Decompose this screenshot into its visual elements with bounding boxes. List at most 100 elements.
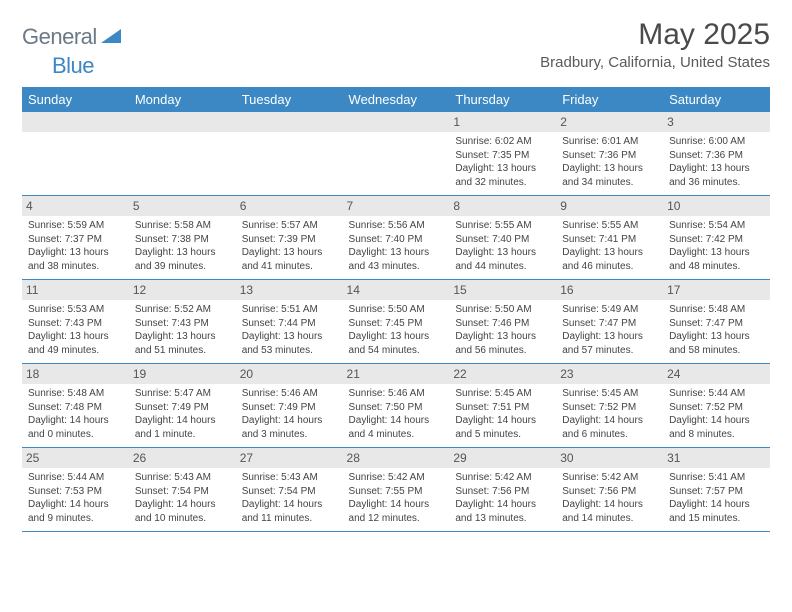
daylight-line1: Daylight: 14 hours [135, 414, 230, 428]
calendar-day-cell: 11Sunrise: 5:53 AMSunset: 7:43 PMDayligh… [22, 280, 129, 364]
sunset-text: Sunset: 7:45 PM [349, 317, 444, 331]
day-number: 16 [556, 280, 663, 300]
daylight-line1: Daylight: 13 hours [455, 330, 550, 344]
daylight-line1: Daylight: 13 hours [349, 246, 444, 260]
calendar-page: General May 2025 Bradbury, California, U… [0, 0, 792, 542]
sunrise-text: Sunrise: 5:58 AM [135, 219, 230, 233]
sunrise-text: Sunrise: 5:44 AM [669, 387, 764, 401]
sunrise-text: Sunrise: 5:50 AM [455, 303, 550, 317]
calendar-week-row: 25Sunrise: 5:44 AMSunset: 7:53 PMDayligh… [22, 448, 770, 532]
sunset-text: Sunset: 7:47 PM [562, 317, 657, 331]
sunrise-text: Sunrise: 5:44 AM [28, 471, 123, 485]
sunrise-text: Sunrise: 5:50 AM [349, 303, 444, 317]
daylight-line2: and 56 minutes. [455, 344, 550, 358]
day-number [343, 112, 450, 132]
day-info: Sunrise: 5:51 AMSunset: 7:44 PMDaylight:… [242, 303, 337, 357]
day-number: 20 [236, 364, 343, 384]
sunset-text: Sunset: 7:53 PM [28, 485, 123, 499]
sunrise-text: Sunrise: 5:43 AM [242, 471, 337, 485]
sunrise-text: Sunrise: 6:02 AM [455, 135, 550, 149]
daylight-line2: and 58 minutes. [669, 344, 764, 358]
day-info: Sunrise: 5:50 AMSunset: 7:45 PMDaylight:… [349, 303, 444, 357]
daylight-line2: and 5 minutes. [455, 428, 550, 442]
day-info: Sunrise: 5:48 AMSunset: 7:48 PMDaylight:… [28, 387, 123, 441]
sunset-text: Sunset: 7:54 PM [242, 485, 337, 499]
dow-thursday: Thursday [449, 87, 556, 112]
sunrise-text: Sunrise: 5:57 AM [242, 219, 337, 233]
daylight-line2: and 43 minutes. [349, 260, 444, 274]
day-number: 28 [343, 448, 450, 468]
dow-friday: Friday [556, 87, 663, 112]
daylight-line1: Daylight: 14 hours [455, 414, 550, 428]
daylight-line2: and 41 minutes. [242, 260, 337, 274]
day-number: 27 [236, 448, 343, 468]
calendar-day-cell: 1Sunrise: 6:02 AMSunset: 7:35 PMDaylight… [449, 112, 556, 196]
sunset-text: Sunset: 7:44 PM [242, 317, 337, 331]
day-info: Sunrise: 5:59 AMSunset: 7:37 PMDaylight:… [28, 219, 123, 273]
day-number: 13 [236, 280, 343, 300]
day-info: Sunrise: 5:42 AMSunset: 7:56 PMDaylight:… [562, 471, 657, 525]
sunrise-text: Sunrise: 5:46 AM [349, 387, 444, 401]
day-number [129, 112, 236, 132]
sunrise-text: Sunrise: 5:48 AM [28, 387, 123, 401]
sunrise-text: Sunrise: 5:53 AM [28, 303, 123, 317]
sunrise-text: Sunrise: 5:51 AM [242, 303, 337, 317]
day-number: 17 [663, 280, 770, 300]
sunset-text: Sunset: 7:46 PM [455, 317, 550, 331]
calendar-day-cell: 14Sunrise: 5:50 AMSunset: 7:45 PMDayligh… [343, 280, 450, 364]
daylight-line2: and 11 minutes. [242, 512, 337, 526]
calendar-table: Sunday Monday Tuesday Wednesday Thursday… [22, 87, 770, 532]
dow-monday: Monday [129, 87, 236, 112]
daylight-line2: and 12 minutes. [349, 512, 444, 526]
day-info: Sunrise: 5:43 AMSunset: 7:54 PMDaylight:… [135, 471, 230, 525]
daylight-line1: Daylight: 14 hours [242, 498, 337, 512]
sunset-text: Sunset: 7:39 PM [242, 233, 337, 247]
sunset-text: Sunset: 7:54 PM [135, 485, 230, 499]
daylight-line2: and 38 minutes. [28, 260, 123, 274]
daylight-line2: and 49 minutes. [28, 344, 123, 358]
day-number: 31 [663, 448, 770, 468]
sunset-text: Sunset: 7:52 PM [669, 401, 764, 415]
day-number: 8 [449, 196, 556, 216]
day-info: Sunrise: 5:57 AMSunset: 7:39 PMDaylight:… [242, 219, 337, 273]
daylight-line1: Daylight: 13 hours [242, 330, 337, 344]
day-number: 1 [449, 112, 556, 132]
calendar-day-cell: 8 Sunrise: 5:55 AMSunset: 7:40 PMDaylight… [449, 196, 556, 280]
day-number: 18 [22, 364, 129, 384]
sunset-text: Sunset: 7:55 PM [349, 485, 444, 499]
calendar-day-cell: 18 Sunrise: 5:48 AMSunset: 7:48 PMDayligh… [22, 364, 129, 448]
day-number: 11 [22, 280, 129, 300]
daylight-line2: and 53 minutes. [242, 344, 337, 358]
day-info: Sunrise: 5:45 AMSunset: 7:52 PMDaylight:… [562, 387, 657, 441]
day-number: 19 [129, 364, 236, 384]
daylight-line2: and 13 minutes. [455, 512, 550, 526]
day-info: Sunrise: 5:56 AMSunset: 7:40 PMDaylight:… [349, 219, 444, 273]
calendar-day-cell: 25Sunrise: 5:44 AMSunset: 7:53 PMDayligh… [22, 448, 129, 532]
daylight-line2: and 46 minutes. [562, 260, 657, 274]
calendar-week-row: 4Sunrise: 5:59 AMSunset: 7:37 PMDaylight… [22, 196, 770, 280]
sunset-text: Sunset: 7:48 PM [28, 401, 123, 415]
calendar-day-cell: 2Sunrise: 6:01 AMSunset: 7:36 PMDaylight… [556, 112, 663, 196]
daylight-line2: and 14 minutes. [562, 512, 657, 526]
day-info: Sunrise: 5:45 AMSunset: 7:51 PMDaylight:… [455, 387, 550, 441]
calendar-day-cell: 31Sunrise: 5:41 AMSunset: 7:57 PMDayligh… [663, 448, 770, 532]
daylight-line2: and 44 minutes. [455, 260, 550, 274]
day-info: Sunrise: 5:55 AMSunset: 7:40 PMDaylight:… [455, 219, 550, 273]
sunset-text: Sunset: 7:41 PM [562, 233, 657, 247]
sunrise-text: Sunrise: 5:55 AM [455, 219, 550, 233]
sunset-text: Sunset: 7:38 PM [135, 233, 230, 247]
sunrise-text: Sunrise: 6:01 AM [562, 135, 657, 149]
sunset-text: Sunset: 7:43 PM [135, 317, 230, 331]
calendar-day-cell: 30Sunrise: 5:42 AMSunset: 7:56 PMDayligh… [556, 448, 663, 532]
day-number: 5 [129, 196, 236, 216]
daylight-line2: and 57 minutes. [562, 344, 657, 358]
daylight-line2: and 4 minutes. [349, 428, 444, 442]
sunrise-text: Sunrise: 5:49 AM [562, 303, 657, 317]
day-info: Sunrise: 6:00 AMSunset: 7:36 PMDaylight:… [669, 135, 764, 189]
daylight-line2: and 6 minutes. [562, 428, 657, 442]
daylight-line1: Daylight: 13 hours [562, 330, 657, 344]
day-info: Sunrise: 6:01 AMSunset: 7:36 PMDaylight:… [562, 135, 657, 189]
sunset-text: Sunset: 7:50 PM [349, 401, 444, 415]
sunset-text: Sunset: 7:52 PM [562, 401, 657, 415]
day-info: Sunrise: 5:42 AMSunset: 7:56 PMDaylight:… [455, 471, 550, 525]
